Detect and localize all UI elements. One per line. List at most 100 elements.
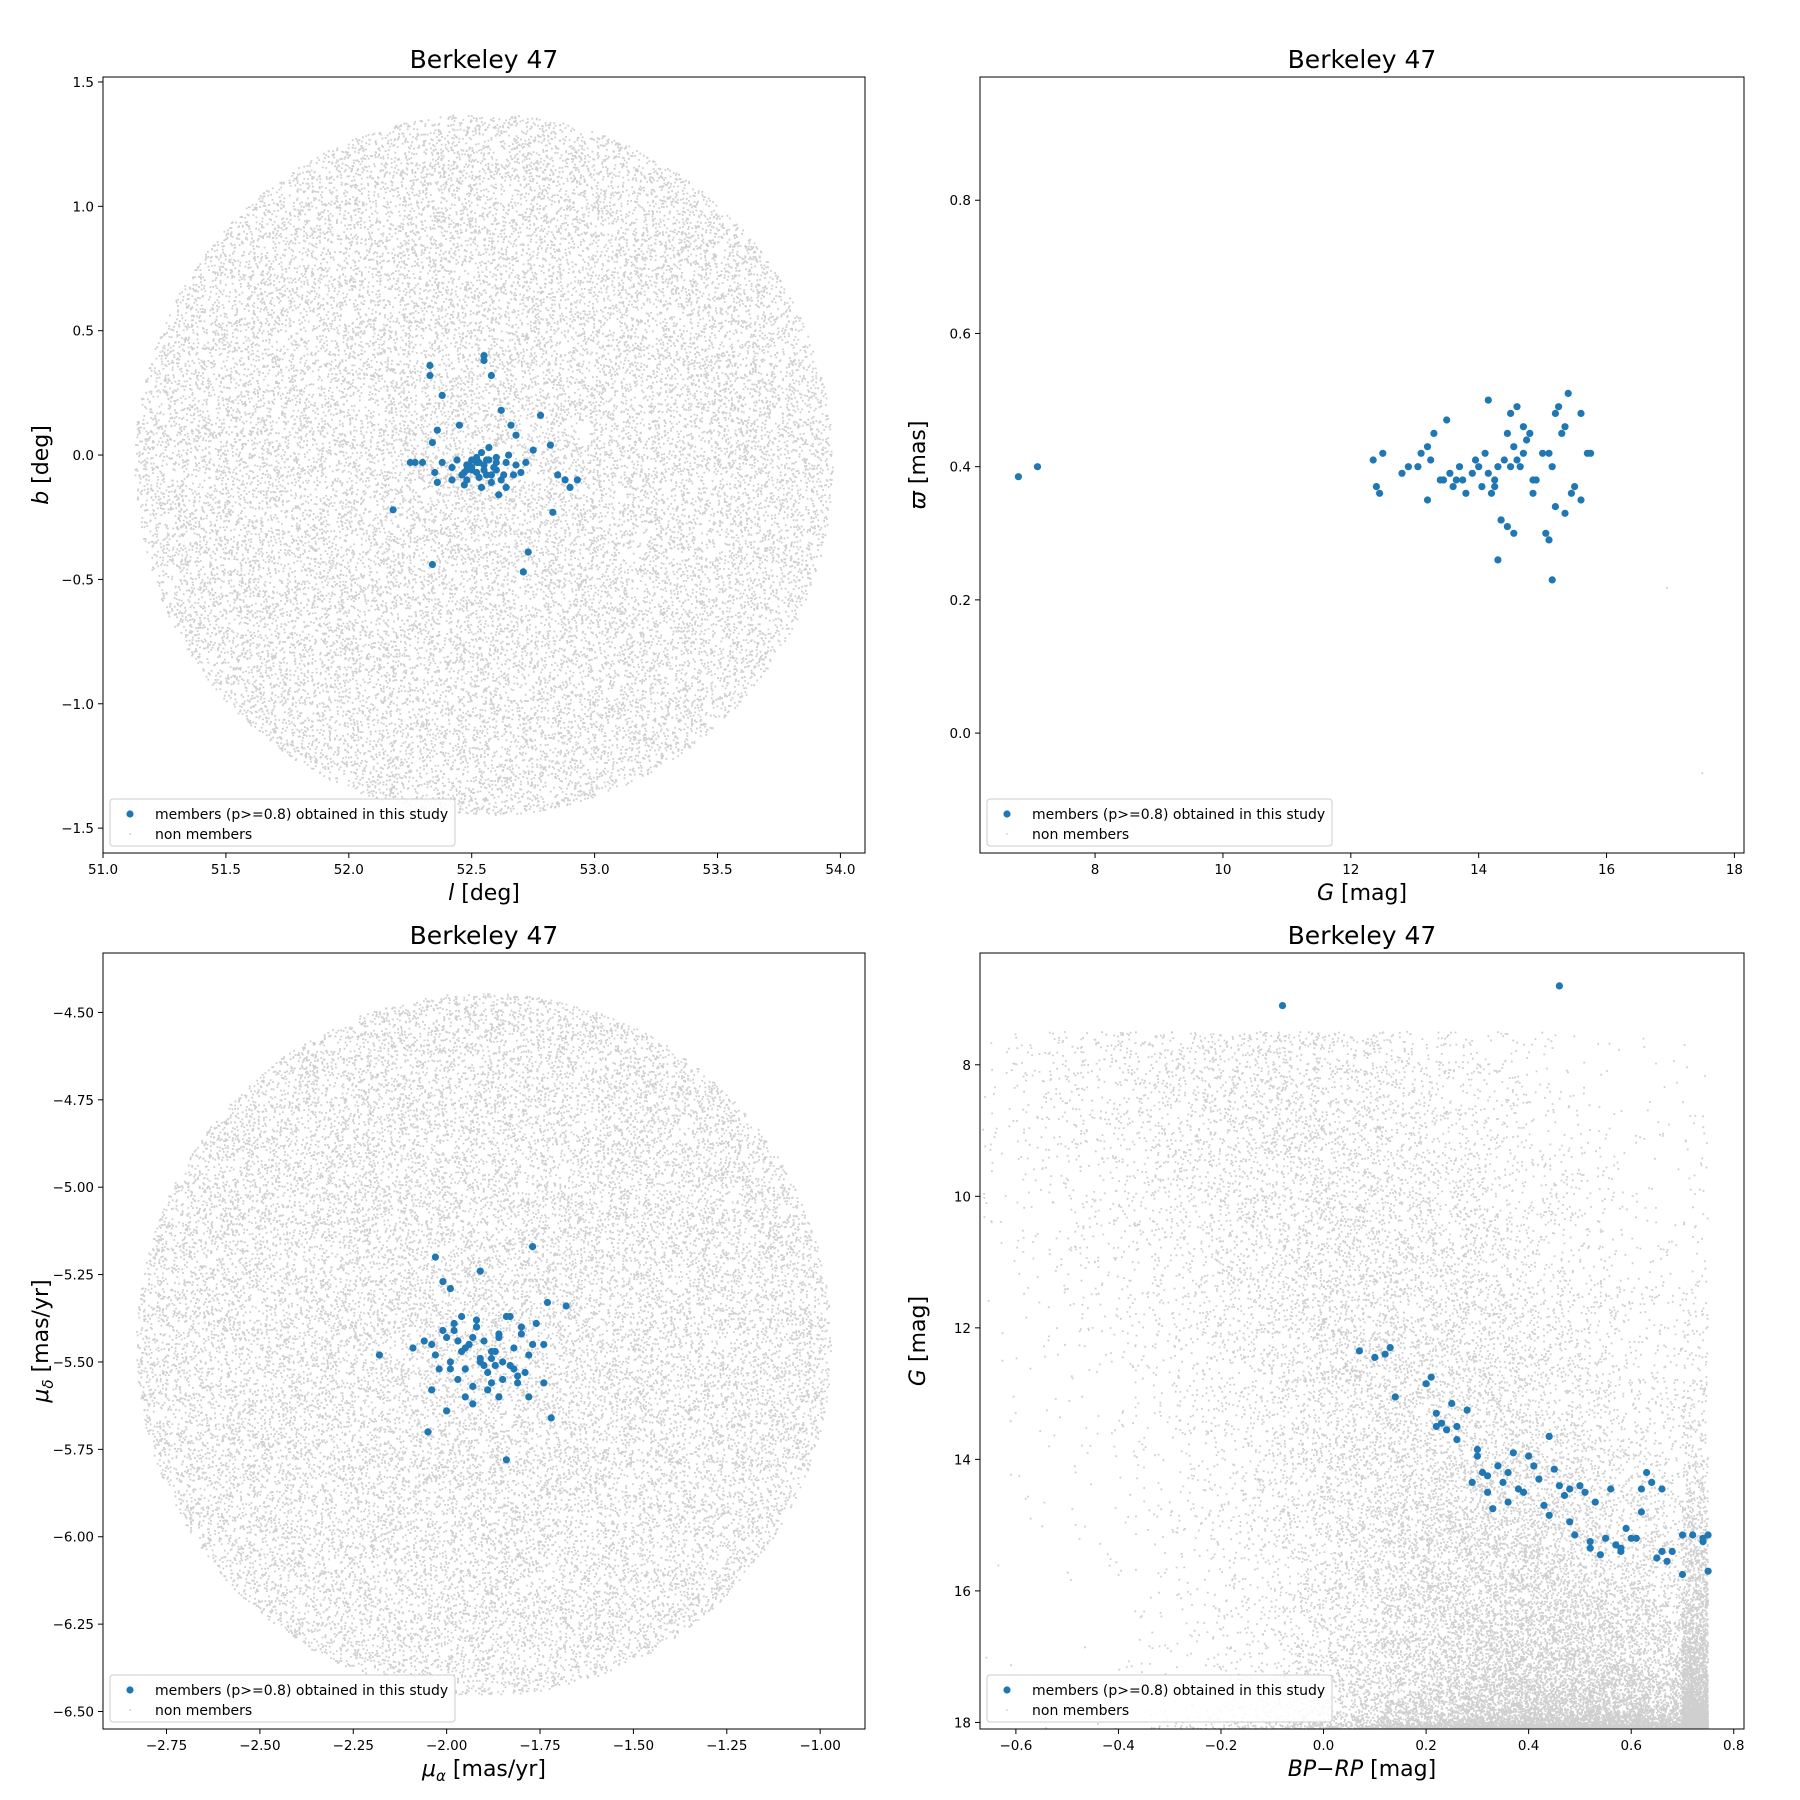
member-point [1561,423,1569,431]
x-tick-label: 10 [1214,862,1231,878]
member-point [573,476,582,484]
legend-marker-members [1003,1686,1011,1694]
member-point [1507,463,1515,471]
member-point [443,1407,451,1415]
member-point [1494,556,1502,564]
member-point [426,371,434,380]
non-member-points [136,993,832,1696]
member-point [438,458,446,467]
non-member-scatter [1666,586,1704,775]
member-point [1452,476,1460,484]
member-point [487,371,495,380]
legend-marker-members [1003,810,1011,818]
member-point [475,473,483,481]
member-point [1566,1518,1574,1526]
member-point [469,1333,477,1342]
member-point [1535,1475,1543,1483]
member-point [1423,443,1432,451]
member-point [428,1386,436,1394]
member-point [1586,1538,1594,1546]
member-point [433,478,441,486]
member-point [1551,409,1559,417]
member-point [448,476,456,484]
member-point [461,1344,469,1352]
x-tick-label: 0.8 [1723,1738,1744,1754]
member-point [1545,1511,1553,1519]
member-point [1653,1554,1661,1562]
member-point [1632,1534,1640,1542]
x-axis-label-symbol: l [448,881,454,906]
member-point [554,471,562,479]
member-point [497,406,505,414]
member-point [431,468,439,477]
x-tick-label: 51.0 [88,862,118,878]
member-point [1576,1482,1584,1490]
x-axis-label-symbol: μ [421,1757,436,1782]
member-point [1427,1373,1435,1381]
x-tick-label: 8 [1091,862,1100,878]
member-point [1443,1426,1451,1434]
member-point [1510,529,1518,537]
member-point [1391,1393,1399,1401]
member-point [477,483,486,491]
x-axis-label-symbol: BP−RP [1288,1757,1364,1782]
y-tick-label: −5.25 [53,1268,94,1284]
member-point [1484,396,1492,404]
member-point [409,1344,417,1352]
x-tick-label: 14 [1470,862,1487,878]
member-point [469,1400,477,1408]
member-point [439,1278,447,1286]
member-point [1545,536,1553,544]
member-point [1497,516,1505,524]
member-point [525,1351,533,1359]
member-point [1381,1350,1389,1358]
y-tick-label: 0.0 [950,726,971,742]
member-point [1643,1468,1651,1477]
member-point [566,483,574,491]
member-point [487,1379,496,1387]
member-point [517,1330,526,1338]
member-point [1453,1422,1461,1431]
member-point [473,458,481,467]
member-point [1455,463,1464,471]
x-tick-label: −0.6 [1000,1738,1033,1754]
legend-box [109,1674,456,1723]
x-axis-label-symbol: G [1317,881,1334,906]
member-point [1468,469,1476,477]
member-point [529,446,537,454]
member-point [1566,1485,1574,1493]
x-tick-label: 16 [1598,862,1615,878]
x-axis-label-unit: [mas/yr] [446,1757,546,1782]
member-point [517,1323,526,1331]
member-point [1548,463,1556,471]
member-point [1586,1544,1594,1552]
y-axis-label: b [deg] [29,425,54,505]
x-tick-label: 18 [1726,862,1743,878]
member-point [519,568,527,576]
y-tick-label: −1.0 [61,697,94,713]
member-point [1422,1380,1430,1388]
member-point [1591,1498,1599,1506]
y-tick-label: 0.8 [950,193,971,209]
member-point [476,1267,484,1275]
member-point [1481,449,1489,457]
y-axis-label-symbol: G [906,1369,931,1386]
y-tick-label: −6.50 [53,1705,94,1721]
member-point [463,466,471,474]
x-axis-label-subscript: α [436,1767,446,1785]
member-point [1612,1541,1620,1549]
x-axis-label-unit: [mag] [1363,1757,1436,1782]
member-point [1484,1472,1492,1480]
member-point [547,1414,555,1422]
member-point [506,1312,514,1321]
member-point [524,548,532,556]
member-point [1510,443,1518,451]
x-tick-label: −1.75 [519,1738,560,1754]
member-point [1509,1449,1517,1457]
member-point [450,1326,458,1335]
chart-title: Berkeley 47 [410,921,559,950]
non-member-points [1666,586,1704,775]
chart-title: Berkeley 47 [1288,921,1437,950]
member-point [375,1351,383,1359]
member-point [1678,1570,1687,1579]
